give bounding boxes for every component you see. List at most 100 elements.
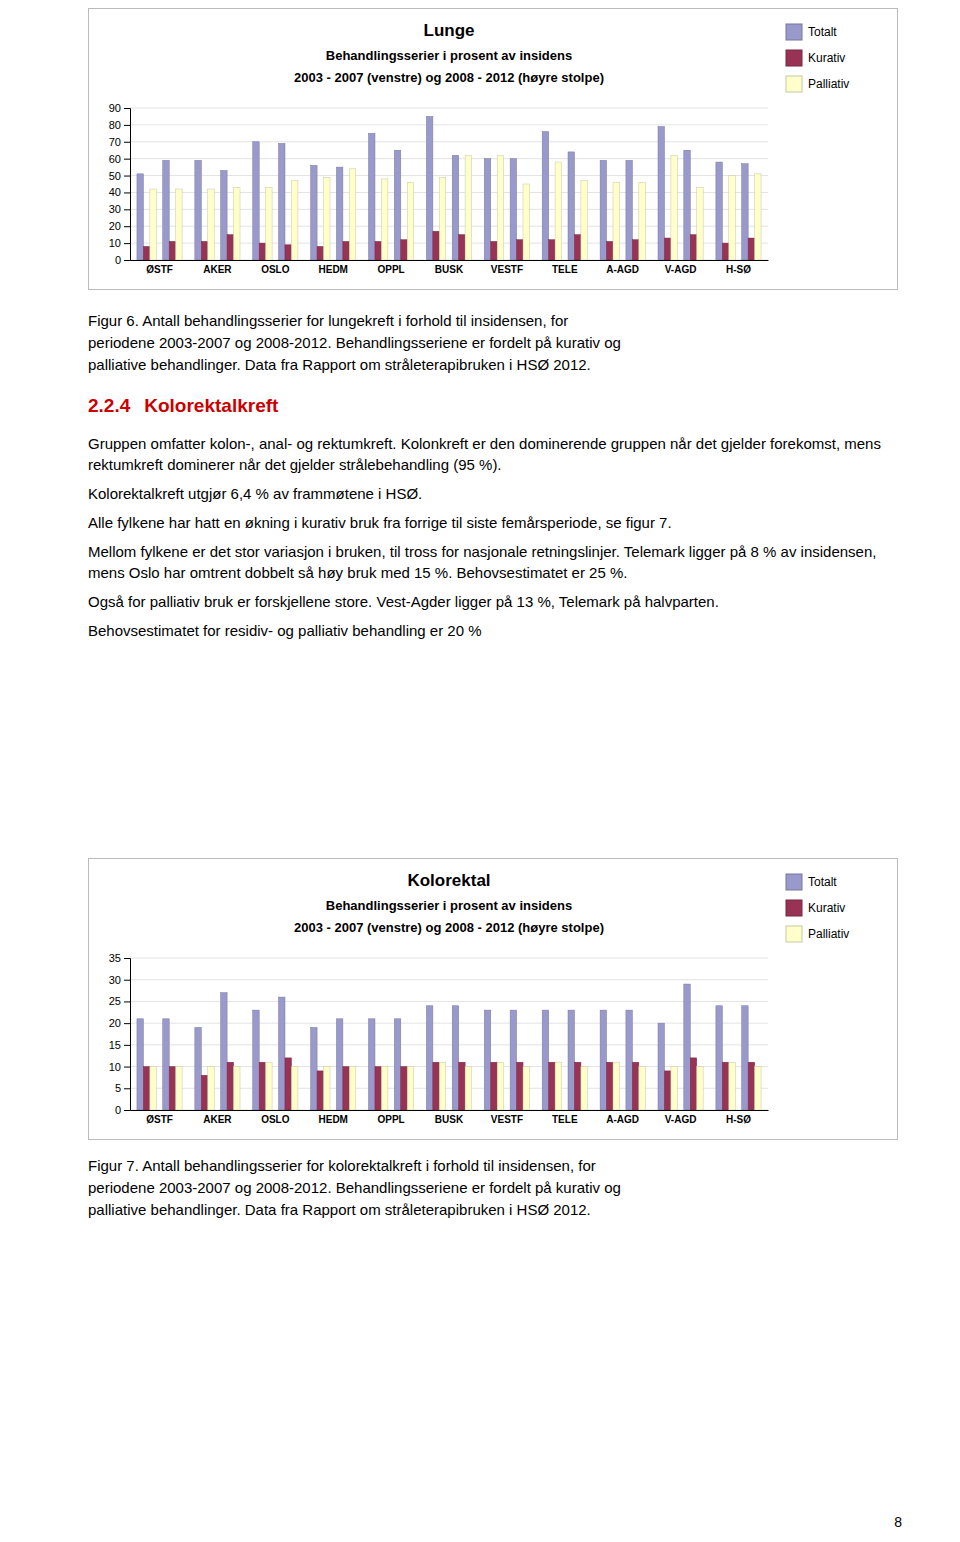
y-tick: 25 xyxy=(109,995,130,1007)
y-tick-mark xyxy=(124,1045,130,1046)
bar xyxy=(375,241,381,260)
bar xyxy=(671,1067,677,1110)
bar xyxy=(343,241,349,260)
x-tick-label: A-AGD xyxy=(606,264,639,275)
chart-title: Lunge xyxy=(424,21,475,40)
legend-item: Totalt xyxy=(786,24,837,40)
y-tick-label: 50 xyxy=(109,170,121,182)
bar xyxy=(497,1062,503,1110)
bar xyxy=(349,169,355,260)
y-tick-mark xyxy=(124,142,130,143)
x-tick-label: AKER xyxy=(203,264,232,275)
y-axis-line xyxy=(124,959,131,1111)
bar xyxy=(613,1062,619,1110)
y-tick-mark xyxy=(124,1088,130,1089)
legend-swatch xyxy=(786,926,802,942)
bar xyxy=(523,1067,529,1110)
bar xyxy=(279,143,285,260)
x-tick: BUSK xyxy=(435,264,464,275)
y-tick-mark xyxy=(124,192,130,193)
bar xyxy=(221,993,227,1110)
bar xyxy=(137,1019,143,1110)
bar xyxy=(523,184,529,260)
bar xyxy=(195,160,201,260)
x-tick: H-SØ xyxy=(726,264,751,275)
bar xyxy=(658,127,664,260)
bar xyxy=(375,1067,381,1110)
grid xyxy=(130,108,768,260)
bar xyxy=(143,246,149,260)
bar xyxy=(259,243,265,260)
x-tick: AKER xyxy=(203,1114,232,1125)
bar xyxy=(433,1062,439,1110)
x-axis-line xyxy=(131,260,769,261)
bar xyxy=(510,159,516,260)
chart-subtitle: Behandlingsserier i prosent av insidens xyxy=(326,48,572,63)
bar xyxy=(394,150,400,260)
bar xyxy=(755,174,761,260)
bar xyxy=(176,189,182,260)
bar xyxy=(568,152,574,260)
y-tick-mark xyxy=(124,1067,130,1068)
bar xyxy=(542,1010,548,1110)
legend: TotaltKurativPalliativ xyxy=(786,874,849,942)
bar xyxy=(407,1067,413,1110)
legend-item: Kurativ xyxy=(786,50,845,66)
y-tick-label: 30 xyxy=(109,974,121,986)
bar xyxy=(459,1062,465,1110)
bar xyxy=(253,142,259,260)
caption: Figur 7. Antall behandlingsserier for ko… xyxy=(88,1155,621,1221)
bar xyxy=(137,174,143,260)
y-tick-label: 40 xyxy=(109,186,121,198)
chart-frame xyxy=(89,9,898,290)
x-tick-label: BUSK xyxy=(435,1114,464,1125)
y-tick: 10 xyxy=(109,237,130,249)
y-tick-mark xyxy=(124,159,130,160)
caption-line: Figur 7. Antall behandlingsserier for ko… xyxy=(88,1155,621,1177)
bar xyxy=(394,1019,400,1110)
chart-frame xyxy=(89,859,898,1140)
x-tick: OPPL xyxy=(377,1114,404,1125)
chart: 05101520253035ØSTFAKEROSLOHEDMOPPLBUSKVE… xyxy=(88,858,898,1140)
bar xyxy=(336,1019,342,1110)
bar xyxy=(484,1010,490,1110)
bar xyxy=(401,1067,407,1110)
x-axis-line xyxy=(131,1110,769,1111)
y-tick-label: 10 xyxy=(109,1061,121,1073)
y-tick: 0 xyxy=(115,1104,130,1116)
x-tick: OPPL xyxy=(377,264,404,275)
y-tick-label: 25 xyxy=(109,995,121,1007)
legend-swatch xyxy=(786,24,802,40)
chart-subtitle: 2003 - 2007 (venstre) og 2008 - 2012 (hø… xyxy=(294,70,604,85)
bar xyxy=(555,162,561,260)
bar xyxy=(613,182,619,260)
y-axis-line xyxy=(124,109,131,261)
x-tick-label: VESTF xyxy=(491,1114,523,1125)
bar xyxy=(465,155,471,260)
caption-line: periodene 2003-2007 og 2008-2012. Behand… xyxy=(88,332,621,354)
bar xyxy=(632,1062,638,1110)
bar xyxy=(195,1027,201,1110)
legend-swatch xyxy=(786,50,802,66)
bar xyxy=(626,160,632,260)
x-tick: OSLO xyxy=(261,264,290,275)
page: 0102030405060708090ØSTFAKEROSLOHEDMOPPLB… xyxy=(0,0,960,1542)
x-tick: HEDM xyxy=(318,1114,347,1125)
x-axis: ØSTFAKEROSLOHEDMOPPLBUSKVESTFTELEA-AGDV-… xyxy=(131,1111,769,1126)
y-tick: 0 xyxy=(115,254,130,266)
bar xyxy=(632,240,638,260)
y-tick-mark xyxy=(124,980,130,981)
x-tick-label: ØSTF xyxy=(146,264,173,275)
y-tick-label: 20 xyxy=(109,1017,121,1029)
bar xyxy=(684,150,690,260)
bar xyxy=(742,164,748,260)
bar xyxy=(324,177,330,260)
legend-label: Kurativ xyxy=(808,51,845,65)
x-tick: TELE xyxy=(552,264,578,275)
y-tick-label: 30 xyxy=(109,203,121,215)
bar xyxy=(279,997,285,1110)
bar xyxy=(510,1010,516,1110)
x-tick: ØSTF xyxy=(146,264,173,275)
bar xyxy=(555,1062,561,1110)
x-tick-label: A-AGD xyxy=(606,1114,639,1125)
